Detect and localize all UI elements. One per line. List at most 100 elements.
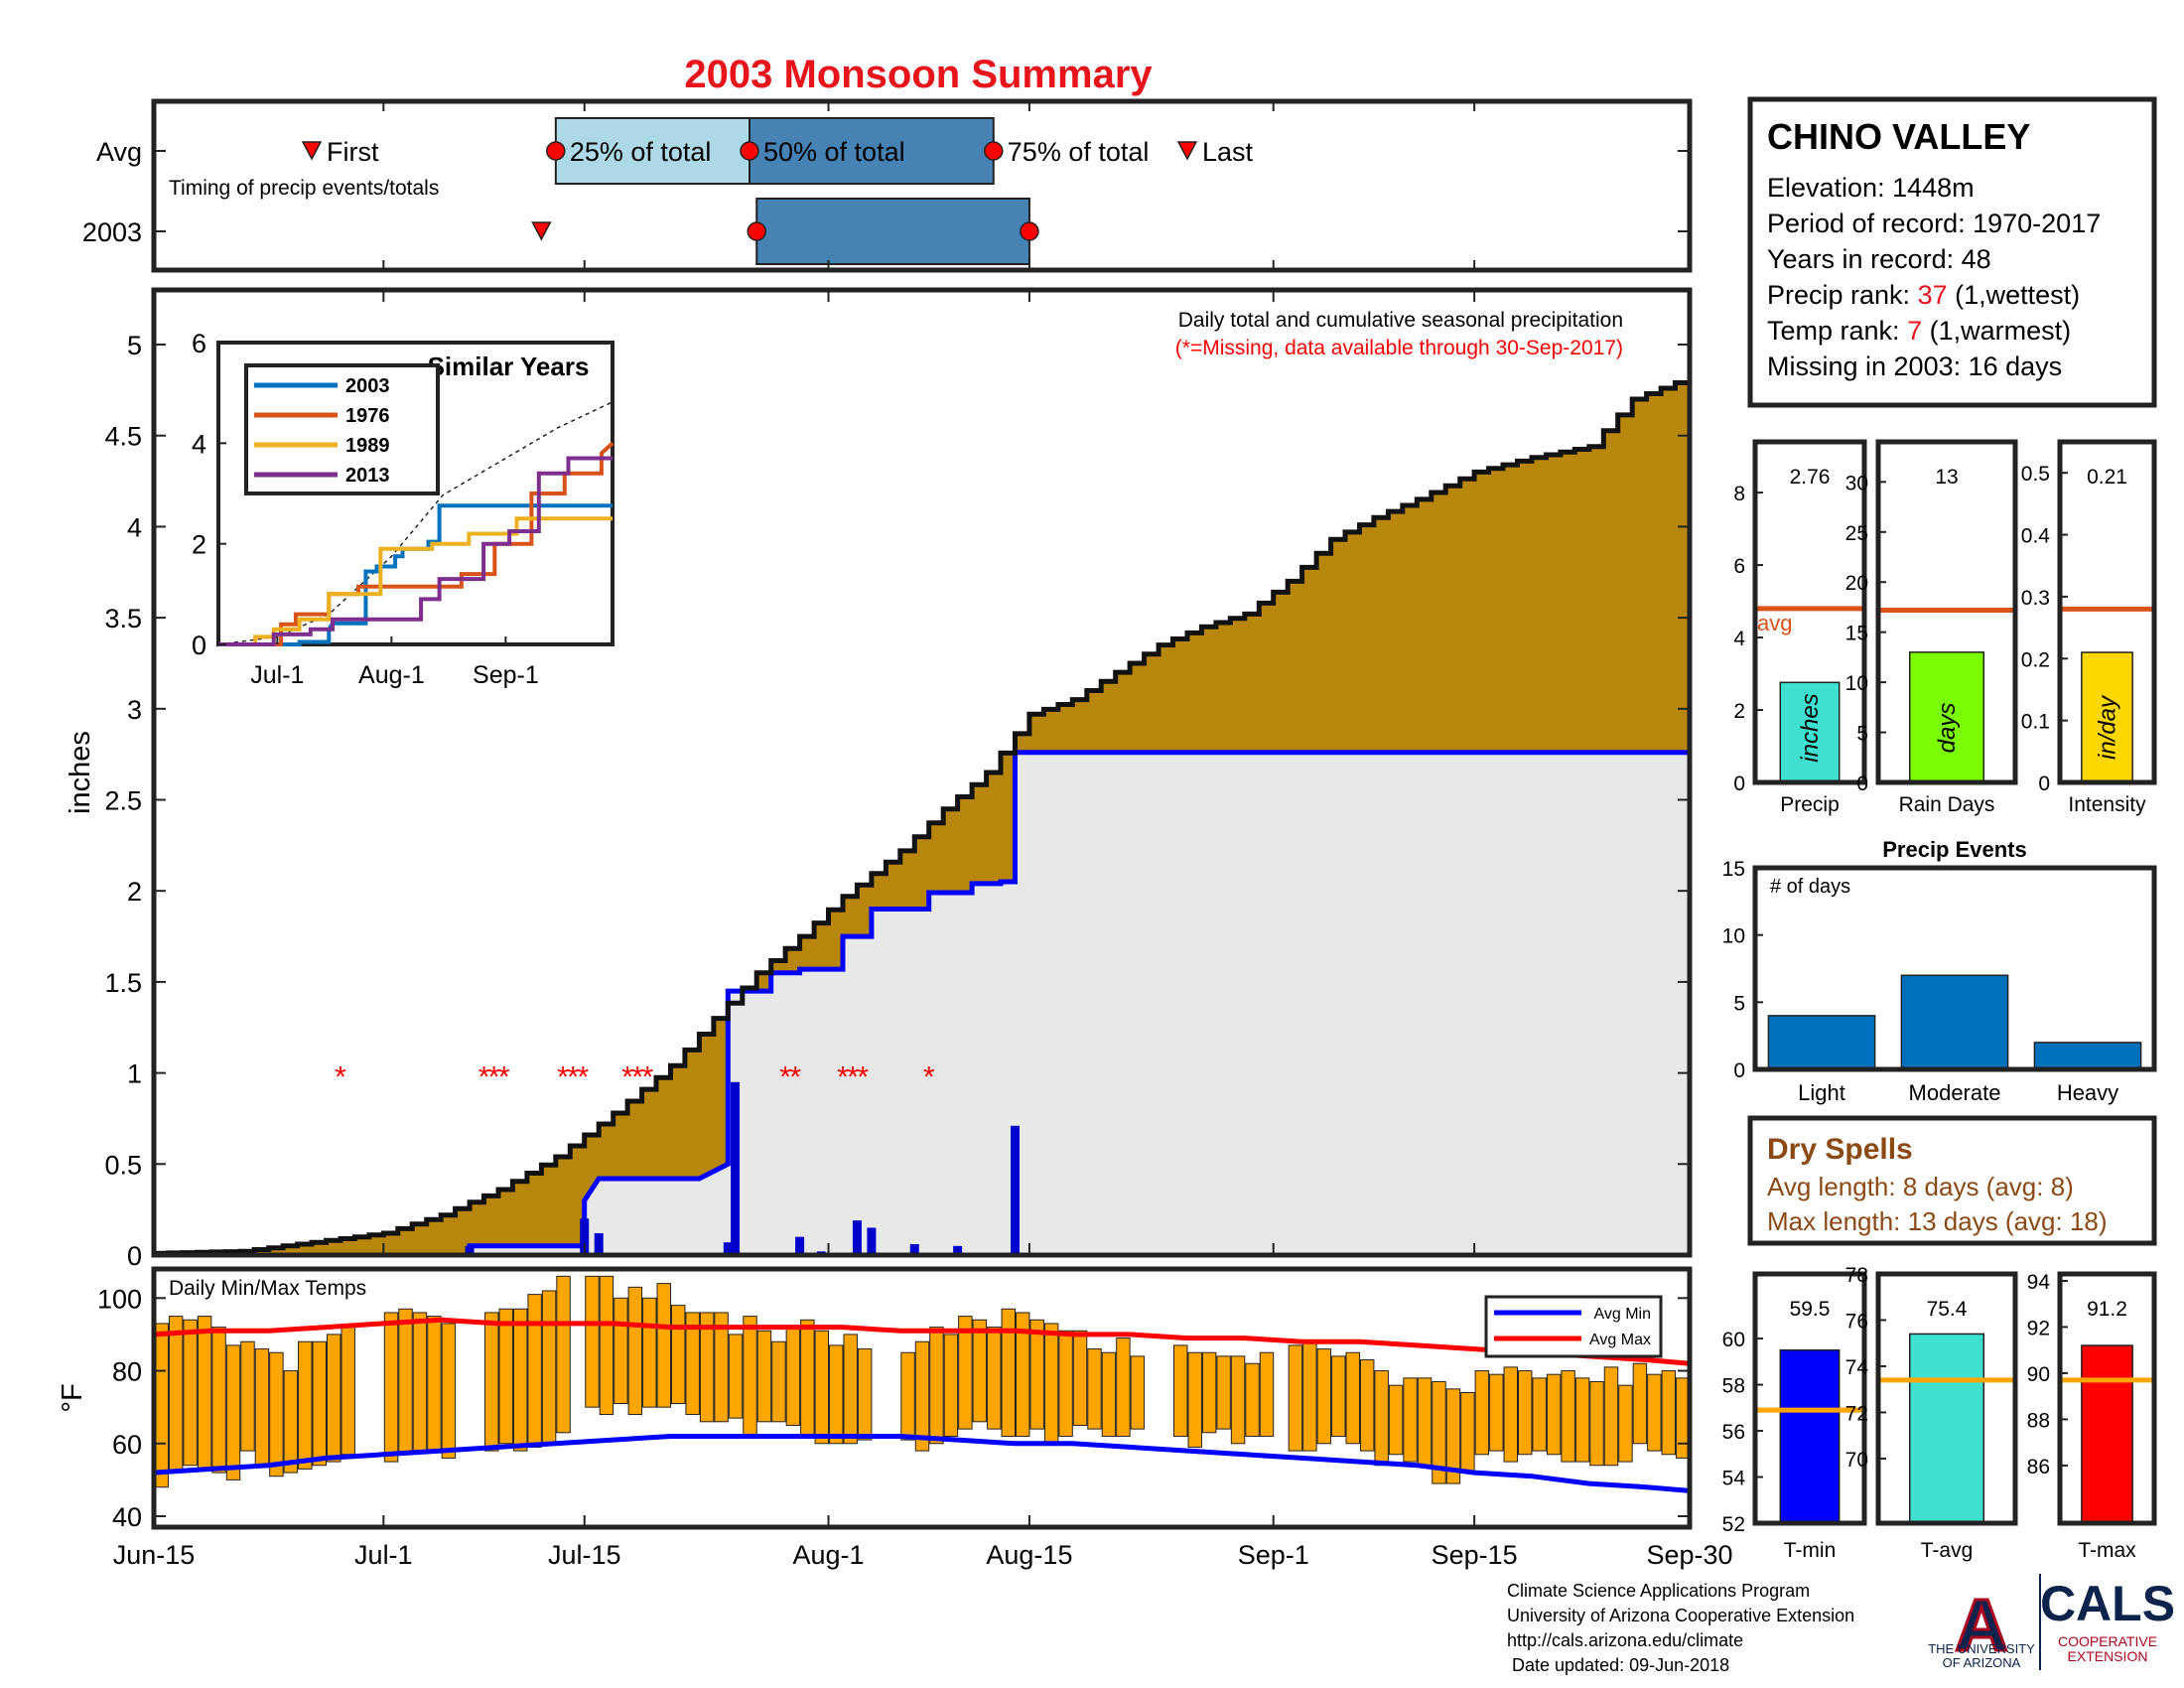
bars_precip-ytick-label: 4 xyxy=(1733,628,1745,650)
timing-avg-q2-box xyxy=(749,117,995,185)
inset-ytick-label: 0 xyxy=(192,631,206,660)
daily-temp-bar xyxy=(1259,1351,1275,1437)
daily-precip-bar xyxy=(795,1236,805,1255)
daily-temp-bar xyxy=(1589,1381,1604,1467)
daily-precip-bar xyxy=(594,1232,604,1255)
bars_intensity-value-label: 0.21 xyxy=(2087,466,2127,489)
missing-day-marker: * xyxy=(847,1061,859,1094)
daily-temp-bar xyxy=(541,1290,557,1445)
timing-label-last: Last xyxy=(1202,137,1254,167)
timing-label-p75: 75% of total xyxy=(1008,137,1150,167)
station-elevation: Elevation: 1448m xyxy=(1767,173,1975,203)
temp_tmin-ytick-label: 60 xyxy=(1722,1329,1745,1351)
bars_raindays-ytick-label: 5 xyxy=(1856,723,1868,746)
bars_precip-ytick-label: 0 xyxy=(1733,773,1745,795)
daily-temp-bar xyxy=(972,1319,988,1423)
inset-xtick-label: Jul-1 xyxy=(250,661,304,689)
main-ytick-label: 1.5 xyxy=(104,968,142,998)
avg-min-line xyxy=(153,1434,1691,1493)
daily-temp-bar xyxy=(685,1312,700,1415)
cals-sub-line-1: COOPERATIVE xyxy=(2058,1633,2157,1649)
bars_raindays-value-label: 13 xyxy=(1935,466,1958,489)
temps-ytick-label: 60 xyxy=(112,1430,142,1460)
daily-temp-bar xyxy=(857,1348,873,1441)
temps-ylabel: °F xyxy=(57,1383,88,1412)
daily-temp-bar xyxy=(814,1330,830,1445)
daily-temp-bar xyxy=(627,1286,643,1415)
temp_tmax-ytick-label: 92 xyxy=(2027,1317,2050,1339)
temp_tmax-ytick-label: 88 xyxy=(2027,1409,2050,1432)
dry-spells-max: Max length: 13 days (avg: 18) xyxy=(1767,1206,2108,1236)
temp_tavg-xlabel: T-avg xyxy=(1921,1539,1974,1562)
bars_intensity-xlabel: Intensity xyxy=(2068,793,2146,816)
precip-event-bar-light xyxy=(1767,1015,1876,1070)
xtick-label: Sep-30 xyxy=(1646,1540,1732,1570)
daily-precip-bar xyxy=(852,1220,862,1255)
precip-event-category-label: Moderate xyxy=(1909,1080,2001,1105)
missing-day-marker: * xyxy=(488,1061,500,1094)
precip-events-ytick-label: 5 xyxy=(1733,992,1745,1015)
precip-summary-bars: 0 2 4 6 8 2.76 Precip inches avg 0 5 10 15 20 25 30 13 Ra… xyxy=(1733,439,2157,816)
missing-day-marker: * xyxy=(478,1061,490,1094)
daily-temp-bar xyxy=(728,1334,744,1419)
timing-avg-first-marker xyxy=(301,141,323,161)
bars_raindays-unit-label: days xyxy=(1934,703,1961,754)
precip-event-category-label: Light xyxy=(1798,1080,1845,1105)
daily-temp-bar xyxy=(1618,1384,1633,1463)
cals-sub-line-2: EXTENSION xyxy=(2068,1648,2148,1664)
university-of-arizona-logo: A THE UNIVERSITY OF ARIZONA xyxy=(1928,1583,2035,1671)
legend-label-avg-max: Avg Max xyxy=(1589,1332,1651,1348)
temp-rank: Temp rank: 7 (1,warmest) xyxy=(1767,316,2071,346)
inset-legend-label: 2003 xyxy=(345,375,390,397)
inset-ytick-label: 4 xyxy=(192,429,206,459)
daily-temp-bar xyxy=(1374,1370,1389,1467)
temp_tmax-ytick-label: 86 xyxy=(2027,1456,2050,1478)
main-ytick-label: 5 xyxy=(127,331,142,360)
daily-temp-bar xyxy=(1015,1312,1030,1437)
daily-temp-bar xyxy=(556,1275,571,1434)
daily-temp-bar xyxy=(1316,1348,1332,1445)
daily-temp-bar xyxy=(1058,1330,1073,1437)
bars_raindays-ytick-label: 20 xyxy=(1845,572,1868,595)
daily-precip-bar xyxy=(723,1242,733,1255)
temp_tmin-ytick-label: 58 xyxy=(1722,1375,1745,1398)
missing-day-marker: * xyxy=(567,1061,579,1094)
xtick-label: Aug-15 xyxy=(986,1540,1072,1570)
missing-day-marker: * xyxy=(642,1061,654,1094)
main-ytick-label: 4.5 xyxy=(104,422,142,452)
inset-legend-label: 2013 xyxy=(345,465,390,487)
precip-event-bar-moderate xyxy=(1900,974,2009,1070)
daily-temp-bar xyxy=(614,1297,628,1404)
bars_precip-ytick-label: 8 xyxy=(1733,483,1745,505)
temp_tavg-bar xyxy=(1908,1333,1985,1524)
main-ytick-label: 0.5 xyxy=(104,1150,142,1180)
ua-a-logo: A xyxy=(1955,1584,2007,1666)
temp_tmin-ytick-label: 56 xyxy=(1722,1421,1745,1444)
station-info-box: CHINO VALLEY Elevation: 1448m Period of … xyxy=(1747,96,2157,408)
bars_intensity-ytick-label: 0.2 xyxy=(2021,648,2050,671)
temp_tmin-bar xyxy=(1779,1348,1841,1524)
main-ytick-label: 2.5 xyxy=(104,786,142,816)
footer-credits: Climate Science Applications Program Uni… xyxy=(1507,1581,1854,1675)
bars_raindays-ytick-label: 15 xyxy=(1845,623,1868,645)
daily-temp-bar xyxy=(512,1308,528,1452)
daily-temp-bar xyxy=(1101,1351,1117,1437)
bars_precip-value-label: 2.76 xyxy=(1790,466,1831,489)
main-chart-title: Daily total and cumulative seasonal prec… xyxy=(1178,309,1623,332)
bars_intensity-bar xyxy=(2081,651,2133,783)
daily-temp-bar xyxy=(1072,1330,1088,1426)
temps-frame xyxy=(151,1266,1693,1530)
temp_tavg-value-label: 75.4 xyxy=(1927,1298,1968,1321)
bars_raindays-ytick-label: 30 xyxy=(1845,472,1868,494)
cumulative-2003-area xyxy=(154,752,1690,1255)
temp-summary-bars: 52 54 56 58 60 59.5 T-min 70 72 74 76 78 75.4 T-avg 86… xyxy=(1722,1264,2157,1562)
bars_precip-xlabel: Precip xyxy=(1780,793,1840,816)
timing-label-p25: 25% of total xyxy=(570,137,712,167)
daily-temp-bar xyxy=(1216,1355,1231,1430)
missing-days: Missing in 2003: 16 days xyxy=(1767,352,2062,381)
bars_intensity-ytick-label: 0.3 xyxy=(2021,587,2050,610)
daily-temp-bar xyxy=(154,1323,169,1488)
missing-day-marker: * xyxy=(631,1061,643,1094)
daily-precip-bar xyxy=(580,1218,590,1255)
